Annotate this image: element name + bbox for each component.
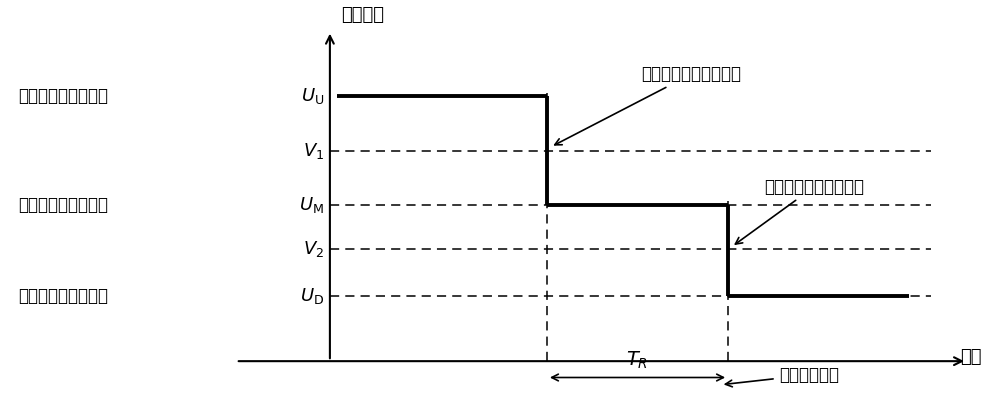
- Text: $V_1$: $V_1$: [303, 140, 324, 161]
- Text: $V_2$: $V_2$: [303, 239, 324, 259]
- Text: 设定衰变时间: 设定衰变时间: [725, 366, 839, 387]
- Text: $U_\mathrm{M}$: $U_\mathrm{M}$: [299, 195, 324, 215]
- Text: 时间: 时间: [960, 348, 981, 366]
- Text: $T_R$: $T_R$: [626, 350, 649, 371]
- Text: 被校准仪器上门限电压: 被校准仪器上门限电压: [555, 65, 741, 145]
- Text: 程控电压源最终电压: 程控电压源最终电压: [19, 287, 109, 305]
- Text: 程控电压源维持电压: 程控电压源维持电压: [19, 196, 109, 214]
- Text: $U_\mathrm{U}$: $U_\mathrm{U}$: [301, 86, 324, 106]
- Text: 程控电压源起始电压: 程控电压源起始电压: [19, 87, 109, 105]
- Text: 平板电压: 平板电压: [341, 6, 384, 23]
- Text: 被校准仪器下门限电压: 被校准仪器下门限电压: [735, 178, 864, 244]
- Text: $U_\mathrm{D}$: $U_\mathrm{D}$: [300, 286, 324, 306]
